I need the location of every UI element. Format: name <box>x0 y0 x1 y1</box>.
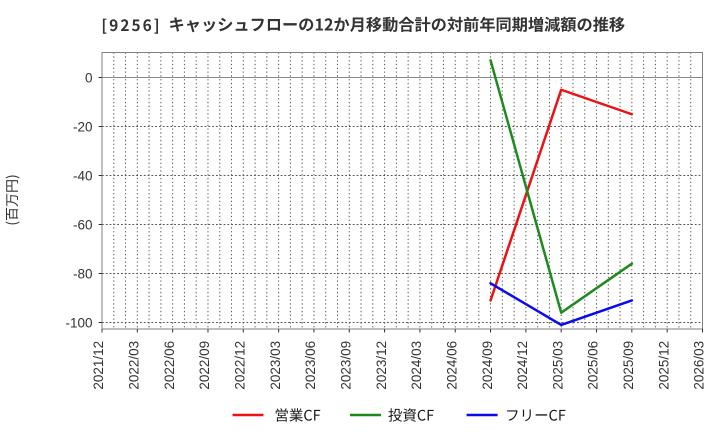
svg-text:2024/12: 2024/12 <box>515 341 530 390</box>
svg-text:2024/09: 2024/09 <box>480 341 495 390</box>
svg-text:-40: -40 <box>73 168 93 183</box>
svg-text:2023/03: 2023/03 <box>268 341 283 390</box>
svg-text:2024/06: 2024/06 <box>444 341 459 390</box>
svg-text:2022/06: 2022/06 <box>162 341 177 390</box>
svg-text:2023/12: 2023/12 <box>374 341 389 390</box>
svg-text:2025/06: 2025/06 <box>586 341 601 390</box>
svg-text:2024/03: 2024/03 <box>409 341 424 390</box>
svg-text:2026/03: 2026/03 <box>692 341 707 390</box>
svg-text:-60: -60 <box>73 217 93 232</box>
svg-text:-20: -20 <box>73 119 93 134</box>
svg-text:2021/12: 2021/12 <box>91 341 106 390</box>
svg-text:2025/09: 2025/09 <box>621 341 636 390</box>
svg-text:2022/12: 2022/12 <box>232 341 247 390</box>
svg-text:-80: -80 <box>73 266 93 281</box>
svg-text:0: 0 <box>85 70 93 85</box>
svg-text:2023/06: 2023/06 <box>303 341 318 390</box>
svg-text:2022/03: 2022/03 <box>127 341 142 390</box>
svg-text:2025/12: 2025/12 <box>656 341 671 390</box>
svg-text:2022/09: 2022/09 <box>197 341 212 390</box>
svg-text:2023/09: 2023/09 <box>338 341 353 390</box>
svg-text:-100: -100 <box>65 315 92 330</box>
svg-text:2025/03: 2025/03 <box>550 341 565 390</box>
